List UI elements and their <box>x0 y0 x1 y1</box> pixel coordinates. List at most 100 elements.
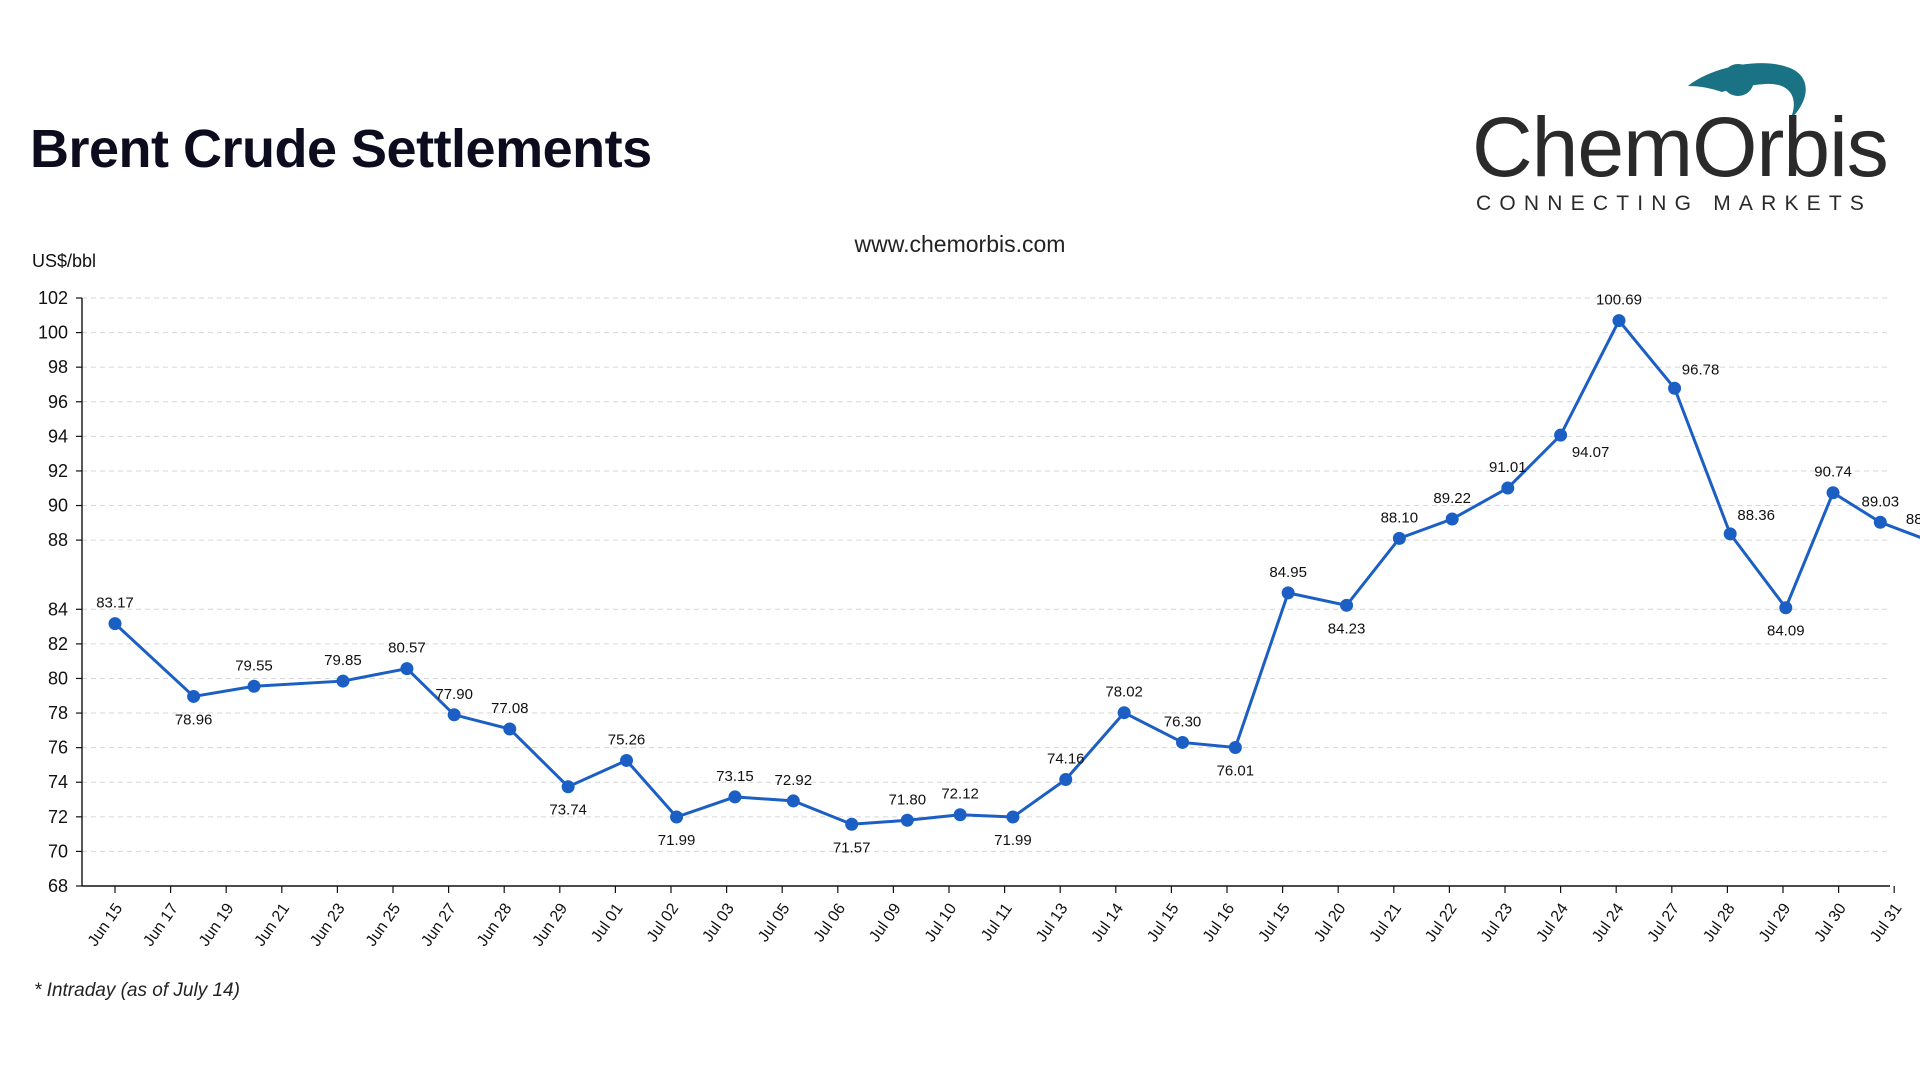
data-point <box>1873 515 1887 529</box>
data-point <box>400 662 414 676</box>
x-tick-label: Jul 24 <box>1533 900 1571 945</box>
data-label: 94.07 <box>1572 444 1610 461</box>
x-tick-label: Jul 21 <box>1367 900 1405 945</box>
chart-title: Brent Crude Settlements <box>30 119 652 179</box>
data-point <box>1117 706 1131 720</box>
x-tick-label: Jul 02 <box>644 900 682 945</box>
x-tick-label: Jul 09 <box>866 900 904 945</box>
data-label: 88.10 <box>1381 509 1419 526</box>
x-tick-label: Jul 11 <box>978 900 1016 944</box>
data-label: 72.12 <box>941 786 979 803</box>
data-label: 91.01 <box>1489 459 1527 476</box>
x-tick-label: Jun 19 <box>196 900 238 949</box>
x-tick-label: Jul 31 <box>1867 900 1905 945</box>
data-point <box>1006 810 1020 824</box>
y-tick-label: 102 <box>38 288 68 308</box>
data-point <box>1281 586 1295 600</box>
x-tick-label: Jul 28 <box>1700 900 1738 945</box>
x-tick-label: Jul 13 <box>1033 900 1071 945</box>
x-axis: Jun 15 Jun 17 Jun 19 Jun 21 Jun 23 Jun 25 Jun … <box>82 885 1906 950</box>
x-tick-label: Jul 20 <box>1311 900 1349 945</box>
data-label: 74.16 <box>1047 750 1085 767</box>
y-tick-label: 100 <box>38 323 68 343</box>
data-label: 71.57 <box>833 839 871 856</box>
data-point <box>336 674 350 688</box>
y-tick-label: 94 <box>48 426 68 446</box>
x-tick-label: Jun 23 <box>307 900 349 949</box>
data-point <box>1668 381 1682 395</box>
data-point <box>1501 481 1515 495</box>
data-point <box>620 753 634 767</box>
data-points: 83.17 78.96 79.55 79.85 80.57 77.90 77.08 73.74… <box>96 292 1920 857</box>
x-tick-label: Jul 06 <box>811 900 849 945</box>
y-tick-label: 72 <box>48 807 68 827</box>
data-label: 84.09 <box>1767 623 1805 640</box>
x-tick-label: Jul 29 <box>1756 900 1794 945</box>
data-label: 71.80 <box>889 791 927 808</box>
data-label: 71.99 <box>658 832 696 849</box>
data-label: 75.26 <box>608 731 646 748</box>
data-point <box>1779 601 1793 615</box>
data-label: 79.55 <box>235 657 273 674</box>
x-tick-label: Jun 15 <box>85 900 127 949</box>
data-point <box>108 617 122 631</box>
y-tick-label: 96 <box>48 392 68 412</box>
x-tick-label: Jul 03 <box>699 900 737 945</box>
y-tick-label: 70 <box>48 841 68 861</box>
data-point <box>503 722 517 736</box>
data-point <box>1392 531 1406 545</box>
y-tick-label: 98 <box>48 357 68 377</box>
x-tick-label: Jul 15 <box>1144 900 1182 945</box>
data-point <box>728 790 742 804</box>
data-label: 100.69 <box>1596 292 1642 309</box>
data-point <box>1176 735 1190 749</box>
x-tick-label: Jul 24 <box>1589 900 1627 945</box>
y-tick-label: 74 <box>48 772 68 792</box>
chemorbis-logo: ChemOrbis CONNECTING MARKETS <box>1472 63 1889 215</box>
data-point <box>561 780 575 794</box>
logo-swoosh-icon <box>1688 63 1806 120</box>
y-tick-label: 92 <box>48 461 68 481</box>
y-tick-label: 80 <box>48 668 68 688</box>
data-label: 73.74 <box>549 802 587 819</box>
data-point <box>670 810 684 824</box>
data-point <box>953 808 967 822</box>
x-tick-label: Jun 21 <box>252 900 294 949</box>
data-label: 84.95 <box>1269 564 1307 581</box>
data-point <box>1228 740 1242 754</box>
data-label: 77.08 <box>491 700 529 717</box>
data-label: 71.99 <box>994 832 1032 849</box>
data-label: 78.02 <box>1105 684 1143 701</box>
x-tick-label: Jul 27 <box>1645 900 1683 945</box>
y-tick-label: 90 <box>48 496 68 516</box>
x-tick-label: Jun 28 <box>474 900 516 949</box>
data-label: 77.90 <box>435 686 473 703</box>
data-point <box>845 817 859 831</box>
y-axis-label: US$/bbl <box>32 251 96 271</box>
data-label: 76.01 <box>1217 762 1255 779</box>
y-axis: 68 70 72 74 76 78 80 82 84 88 90 92 94 96 98 100 102 <box>38 288 83 896</box>
data-label: 89.03 <box>1862 493 1900 510</box>
data-label: 96.78 <box>1682 361 1720 378</box>
x-tick-label: Jul 14 <box>1089 900 1127 945</box>
data-label: 72.92 <box>775 772 813 789</box>
x-tick-label: Jul 05 <box>755 900 793 945</box>
x-tick-label: Jul 10 <box>922 900 960 945</box>
data-point <box>247 679 261 693</box>
y-tick-label: 84 <box>48 599 68 619</box>
data-label: 76.30 <box>1164 713 1202 730</box>
svg-text:CONNECTING MARKETS: CONNECTING MARKETS <box>1476 192 1872 215</box>
y-tick-label: 76 <box>48 738 68 758</box>
svg-text:ChemOrbis: ChemOrbis <box>1472 100 1888 194</box>
data-point <box>786 794 800 808</box>
data-point <box>1445 512 1459 526</box>
gridlines <box>82 297 1890 852</box>
data-label: 88.00* <box>1906 511 1920 528</box>
y-tick-label: 78 <box>48 703 68 723</box>
data-point <box>187 689 201 703</box>
y-tick-label: 68 <box>48 876 68 896</box>
series-line <box>113 317 1920 826</box>
x-tick-label: Jul 15 <box>1255 900 1293 945</box>
data-point <box>1340 598 1354 612</box>
